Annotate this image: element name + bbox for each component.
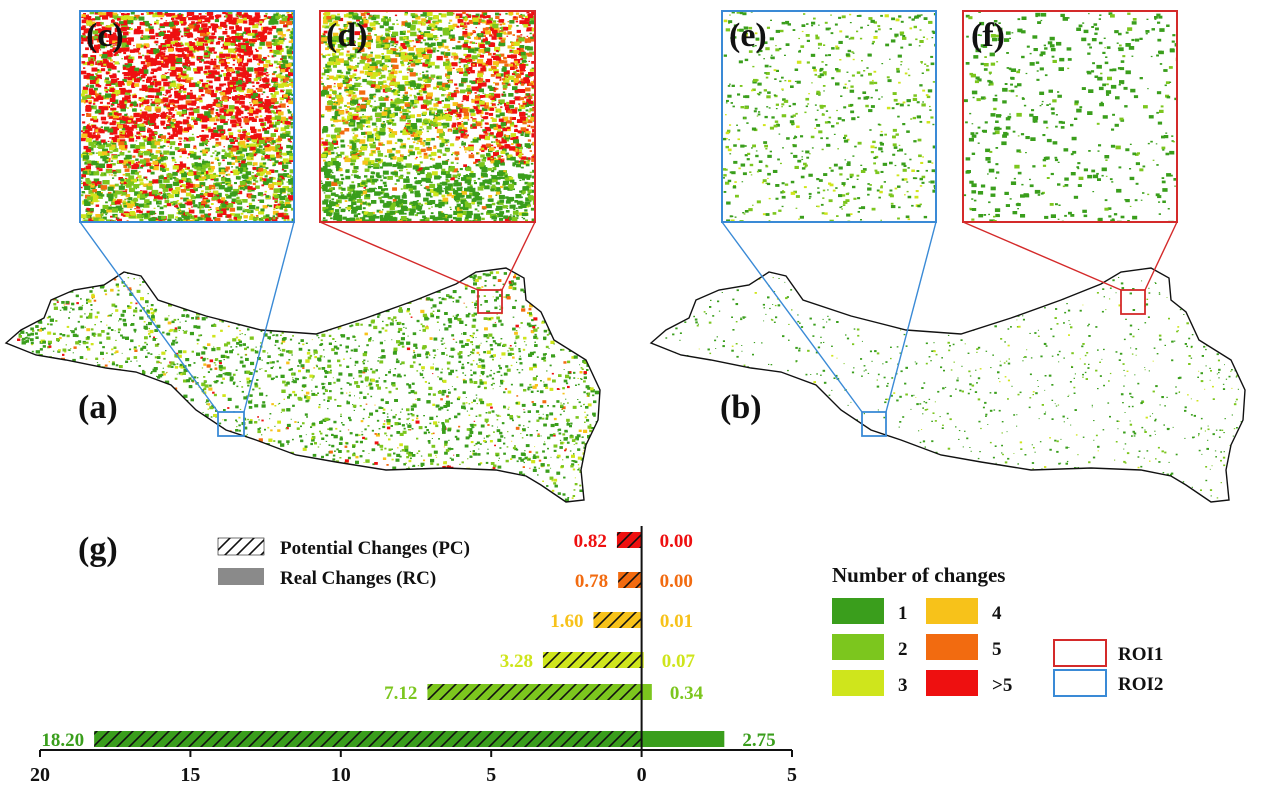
bar-rc-1 (641, 731, 725, 747)
x-tick-label: 0 (637, 764, 647, 786)
legend-label-rc: Real Changes (RC) (280, 568, 436, 589)
zoom-panel-f (962, 10, 1178, 223)
legend-label-pc: Potential Changes (PC) (280, 538, 470, 559)
panel-label-c: (c) (86, 17, 124, 54)
legend-swatch-2 (832, 634, 884, 660)
legend-swatch-roi2 (1053, 669, 1107, 697)
legend-swatch-rc (218, 568, 264, 585)
legend-swatch-5 (926, 634, 978, 660)
zoom-panel-c (79, 10, 295, 223)
class-legend: Number of changes 1 2 3 4 5 >5 ROI1 ROI2 (832, 563, 1163, 697)
bar-rc-2 (641, 684, 652, 700)
map-a-outline (4, 267, 601, 503)
legend-label-5: 5 (992, 639, 1002, 660)
x-tick-label: 5 (787, 764, 797, 786)
value-label-pc-2: 7.12 (384, 683, 417, 704)
value-label-rc-2: 0.34 (670, 683, 704, 704)
connector-c-left (79, 221, 219, 413)
bar-pc-hatch-5 (618, 572, 642, 588)
x-tick-label: 15 (180, 764, 200, 786)
bar-chart-g: 18.20 2.75 7.12 0.34 3.28 0.07 1.60 0.01 0.78 0.0… (30, 526, 797, 786)
panel-label-b: (b) (720, 389, 762, 426)
zoom-connectors (79, 221, 1178, 413)
connector-f-left (962, 221, 1122, 291)
bar-pc-hatch-2 (427, 684, 642, 700)
value-label-pc-3: 3.28 (500, 651, 533, 672)
zoom-panel-e (721, 10, 937, 223)
connector-d-left (319, 221, 479, 291)
value-label-rc-6: 0.00 (660, 531, 693, 552)
legend-swatch-3 (832, 670, 884, 696)
value-label-pc-6: 0.82 (574, 531, 607, 552)
legend-swatch-4 (926, 598, 978, 624)
map-a (4, 267, 601, 503)
bar-pc-hatch-6 (616, 532, 642, 548)
roi2-box-map-b (861, 411, 887, 437)
connector-d-right (501, 221, 536, 291)
zoom-panel-d (319, 10, 536, 223)
legend-label-2: 2 (898, 639, 908, 660)
bar-pc-hatch-1 (94, 731, 642, 747)
map-a-change-pixels (16, 270, 600, 502)
value-label-rc-5: 0.00 (660, 571, 693, 592)
connector-c-right (243, 221, 295, 413)
legend-label-roi2: ROI2 (1118, 674, 1163, 695)
legend-label-1: 1 (898, 603, 908, 624)
connector-f-right (1144, 221, 1178, 291)
value-label-pc-1: 18.20 (41, 730, 84, 751)
map-b-outline (649, 267, 1246, 503)
bar-pc-hatch-4 (593, 612, 642, 628)
legend-swatch-6 (926, 670, 978, 696)
roi1-box-map-b (1120, 289, 1146, 315)
legend-swatch-pc (217, 537, 265, 556)
connector-e-left (721, 221, 863, 413)
panel-label-f: (f) (971, 17, 1005, 54)
value-label-pc-5: 0.78 (575, 571, 608, 592)
panel-label-g: (g) (78, 531, 118, 568)
bar-rc-3 (641, 652, 644, 668)
legend-swatch-1 (832, 598, 884, 624)
panel-label-e: (e) (729, 17, 767, 54)
connector-e-right (885, 221, 937, 413)
panel-label-a: (a) (78, 389, 118, 426)
value-label-rc-4: 0.01 (660, 611, 693, 632)
x-tick-label: 5 (486, 764, 496, 786)
roi1-box-map-a (477, 289, 503, 314)
legend-label-3: 3 (898, 675, 908, 696)
legend-label-6: >5 (992, 675, 1012, 696)
chart-legend: Potential Changes (PC) Real Changes (RC) (217, 537, 470, 589)
roi2-box-map-a (217, 411, 245, 437)
x-tick-label: 10 (331, 764, 351, 786)
map-b (649, 267, 1246, 503)
value-label-rc-3: 0.07 (662, 651, 696, 672)
panel-label-d: (d) (326, 17, 368, 54)
map-b-change-pixels (661, 270, 1243, 502)
x-tick-label: 20 (30, 764, 50, 786)
legend-label-roi1: ROI1 (1118, 644, 1163, 665)
value-label-pc-4: 1.60 (550, 611, 583, 632)
legend-swatch-roi1 (1053, 639, 1107, 667)
bar-pc-hatch-3 (542, 652, 642, 668)
legend-label-4: 4 (992, 603, 1002, 624)
value-label-rc-1: 2.75 (742, 730, 775, 751)
legend-title: Number of changes (832, 563, 1005, 587)
